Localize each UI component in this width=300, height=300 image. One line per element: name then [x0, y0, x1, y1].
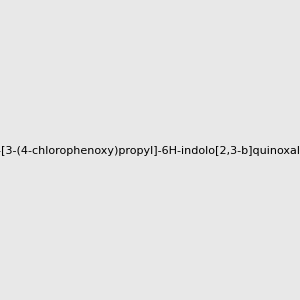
Text: 6-[3-(4-chlorophenoxy)propyl]-6H-indolo[2,3-b]quinoxaline: 6-[3-(4-chlorophenoxy)propyl]-6H-indolo[… — [0, 146, 300, 157]
